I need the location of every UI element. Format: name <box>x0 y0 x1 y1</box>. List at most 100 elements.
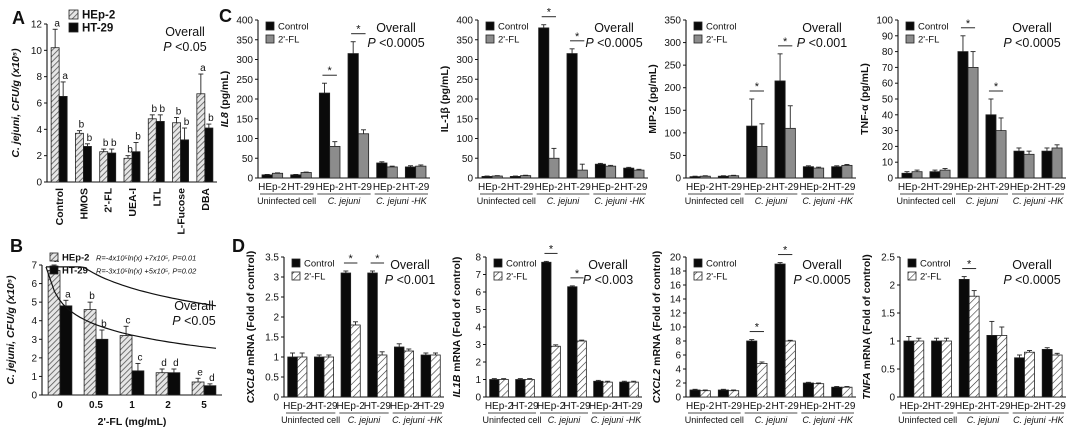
bar-2fl <box>605 165 617 179</box>
x-tick-label: HT-29 <box>928 401 956 412</box>
x-tick-label: HT-29 <box>715 182 743 193</box>
y-tick-label: 1 <box>475 375 481 386</box>
x-tick-label: HEp-2 <box>373 182 402 193</box>
y-tick-label: 18 <box>670 267 682 278</box>
bar-2fl <box>430 354 441 398</box>
significance-star: * <box>328 65 333 77</box>
bar-2fl <box>576 169 588 179</box>
bar-ht29 <box>131 151 141 183</box>
bar-2fl <box>841 164 853 179</box>
bar-control <box>802 382 814 398</box>
bar-2fl <box>386 166 398 179</box>
significance-letter: c <box>126 315 131 326</box>
bar-control <box>393 346 405 398</box>
y-tick-label: 2 <box>475 358 481 369</box>
bar-2fl <box>271 172 284 179</box>
y-tick-label: 1.5 <box>881 309 895 320</box>
x-tick-label: 0.5 <box>89 400 103 411</box>
group-label: Uninfected cell <box>685 196 744 206</box>
bar-2fl <box>550 345 561 398</box>
x-tick-label: HEp-2 <box>390 401 419 412</box>
significance-letter: b <box>135 132 141 143</box>
x-tick-label: HEp-2 <box>1010 401 1039 412</box>
x-tick-label: HMOS <box>78 188 90 220</box>
overall-label: Overall <box>165 25 205 39</box>
bar-control <box>541 261 552 398</box>
legend-label: Control <box>920 259 951 270</box>
bar-control <box>689 389 701 398</box>
y-tick-label: 300 <box>236 55 253 66</box>
x-tick-label: HT-29 <box>310 401 338 412</box>
significance-letter: b <box>87 133 93 144</box>
bar-control <box>957 51 969 179</box>
x-tick-label: LTL <box>151 187 163 206</box>
y-axis-label: MIP-2 (pg/mL) <box>647 64 659 133</box>
p-value: P <0.0005 <box>1003 36 1060 50</box>
p-value: P <0.0005 <box>367 36 424 50</box>
group-label: C. jejuni -HK <box>1013 196 1065 206</box>
y-tick-label: 2 <box>273 313 279 324</box>
x-tick-label: HEp-2 <box>799 182 828 193</box>
bar-2fl <box>841 386 853 398</box>
bar-control <box>1041 348 1053 398</box>
p-value: P <0.003 <box>583 273 633 287</box>
bar-control <box>593 380 604 398</box>
y-axis-label: IL-1β (pg/mL) <box>439 66 451 132</box>
group-label: C. jejuni <box>548 415 582 425</box>
significance-letter: b <box>79 120 85 131</box>
bar-control <box>985 114 997 179</box>
x-tick-label: HT-29 <box>507 182 535 193</box>
bar-2fl <box>296 356 308 398</box>
x-tick-label: HEp-2 <box>1010 182 1039 193</box>
group-label: Uninfected cell <box>477 196 536 206</box>
bar-2fl <box>376 354 388 398</box>
y-tick-label: 0 <box>31 391 37 402</box>
x-tick-label: HEp-2 <box>589 401 618 412</box>
legend-swatch <box>485 34 495 44</box>
bar-control <box>903 340 915 398</box>
bar-control <box>340 272 352 398</box>
bar-control <box>290 174 302 179</box>
x-tick-label: Control <box>54 188 66 225</box>
significance-letter: a <box>65 289 71 300</box>
bar-control <box>1014 357 1025 398</box>
regression-equation: R=-3x10⁵ln(x) +5x10⁵, P=0.02 <box>96 267 197 276</box>
panel-C1: 0 50 100 150 200 250 300 350 400 IL8 (pg/mL) * * HEp… <box>219 6 430 206</box>
legend-swatch <box>291 271 301 281</box>
y-tick-label: 1 <box>273 353 279 364</box>
bar-2fl <box>628 381 639 398</box>
y-tick-label: 6 <box>31 279 37 290</box>
legend-label: 2'-FL <box>278 35 299 46</box>
bar-ht29 <box>204 127 214 183</box>
y-tick-label: 350 <box>664 16 681 27</box>
p-value: P <0.0005 <box>1003 273 1060 287</box>
x-tick-label: HT-29 <box>364 401 392 412</box>
y-axis-label: TNFA mRNA (Fold of control) <box>861 254 873 399</box>
legend-label: Control <box>304 259 335 270</box>
bar-hep2 <box>155 372 169 396</box>
significance-letter: d <box>173 358 179 369</box>
bar-control <box>901 172 913 179</box>
p-value: P <0.05 <box>163 40 206 54</box>
overall-label: Overall <box>594 21 634 35</box>
x-tick-label: HT-29 <box>615 401 643 412</box>
x-tick-label: HT-29 <box>772 182 800 193</box>
y-tick-label: 4 <box>475 323 481 334</box>
bar-ht29 <box>95 338 109 396</box>
bar-hep2 <box>50 47 60 183</box>
y-tick-label: 50 <box>242 154 254 165</box>
legend-swatch <box>49 265 59 275</box>
panel-letter: A <box>12 8 25 28</box>
significance-letter: d <box>209 373 215 384</box>
group-label: C. jejuni <box>755 415 789 425</box>
y-tick-label: 0.5 <box>265 373 279 384</box>
x-tick-label: HEp-2 <box>743 182 772 193</box>
bar-ht29 <box>107 152 117 183</box>
legend-swatch <box>693 34 703 44</box>
x-tick-label: HEp-2 <box>743 401 772 412</box>
y-axis-label: IL8 (pg/mL) <box>219 71 231 128</box>
bar-2fl <box>728 175 740 179</box>
y-tick-label: 0 <box>887 174 893 185</box>
bar-control <box>538 27 550 179</box>
bar-control <box>929 171 941 179</box>
